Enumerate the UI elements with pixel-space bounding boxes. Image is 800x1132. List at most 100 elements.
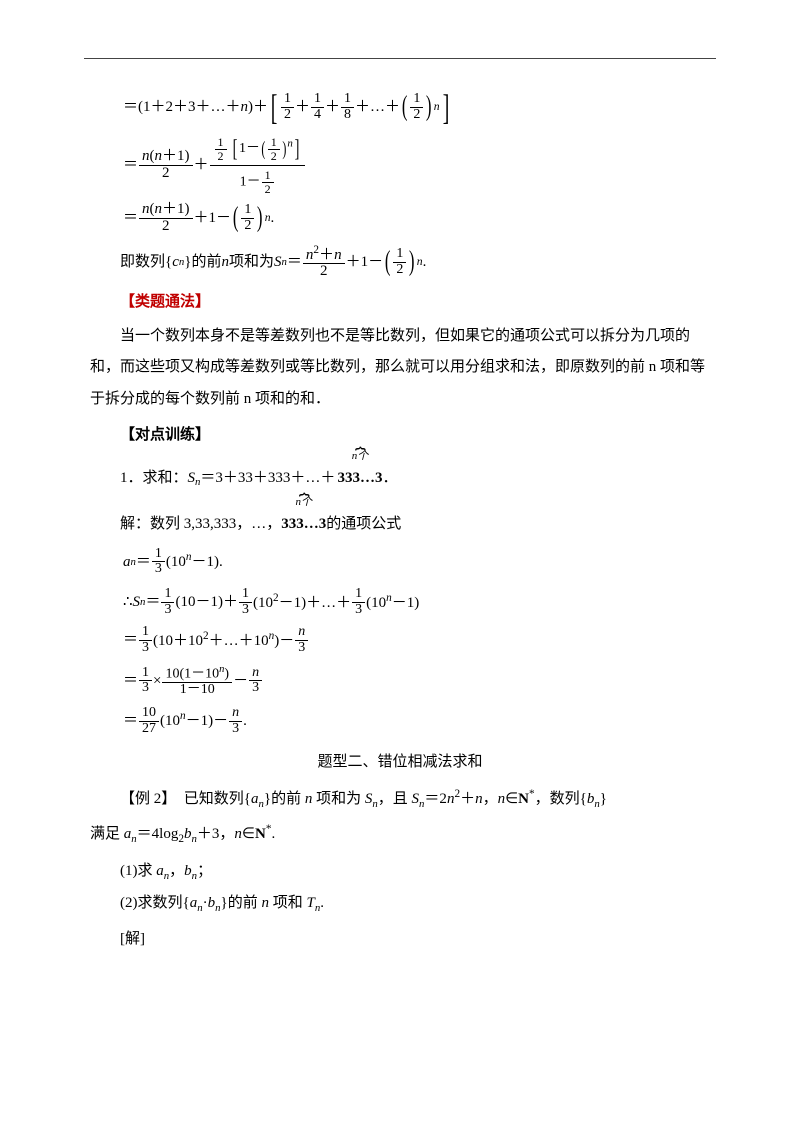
sn1-f3: 13 bbox=[352, 587, 365, 617]
equation-3: ＝ n(n＋1) 2 ＋1－ ( 12 )n. bbox=[90, 202, 710, 235]
eq4-S: S bbox=[274, 248, 282, 277]
sn1-t1: (10－1)＋ bbox=[175, 588, 238, 617]
sn1-t3: (10n－1) bbox=[366, 588, 419, 618]
overbrace-2: n个 ⏞ 333…3 bbox=[281, 510, 326, 539]
sn4-eq: ＝ bbox=[123, 707, 138, 736]
ex2q2-T: T bbox=[306, 895, 314, 911]
ex2q2-mid: }的前 bbox=[221, 895, 262, 911]
section-2-title: 题型二、错位相减法求和 bbox=[90, 748, 710, 777]
ex2b-plus: ＋3， bbox=[197, 826, 235, 842]
sn4-body: (10n－1)－ bbox=[160, 706, 228, 736]
example-2: 【例 2】 已知数列{an}的前 n 项和为 Sn，且 Sn＝2n2＋n，n∈N… bbox=[90, 783, 710, 816]
sn4-f2: n3 bbox=[229, 706, 242, 736]
sol-prefix: 解：数列 3,33,333，…， bbox=[120, 510, 281, 539]
eq4-frac1: n2＋n 2 bbox=[303, 245, 345, 281]
ex2-in: ∈ bbox=[505, 791, 518, 807]
eq4-c: c bbox=[172, 248, 179, 277]
eq1-n: n bbox=[241, 93, 249, 122]
answer-label: [解] bbox=[90, 925, 710, 954]
method-title: 【类题通法】 bbox=[90, 288, 710, 317]
frac-quarter: 14 bbox=[311, 92, 324, 122]
solution-line: 解：数列 3,33,333，…， n个 ⏞ 333…3 的通项公式 bbox=[90, 510, 710, 539]
eq2-lead: ＝ bbox=[123, 151, 138, 180]
ex2-q2: (2)求数列{an·bn}的前 n 项和 Tn. bbox=[90, 889, 710, 919]
sn3-f3: n3 bbox=[249, 666, 262, 696]
ex2b-n: n bbox=[234, 826, 242, 842]
frac-nn1-b: n(n＋1) 2 bbox=[139, 202, 193, 235]
question-1: 1．求和： Sn ＝3＋33＋333＋…＋ n个 ⏞ 333…3 ． bbox=[90, 464, 710, 493]
ex2-b6: } bbox=[600, 791, 607, 807]
an-line: an ＝ 13 (10n－1). bbox=[90, 547, 710, 577]
example-2b: 满足 an＝4log2bn＋3，n∈N*. bbox=[90, 819, 710, 850]
sn1-pre: ∴ bbox=[123, 588, 133, 617]
sn2-body: (10＋102＋…＋10n)－ bbox=[153, 626, 294, 656]
sn3-minus: － bbox=[233, 667, 248, 696]
eq4-frac2: 12 bbox=[393, 247, 406, 277]
sn2-f2: n3 bbox=[295, 625, 308, 655]
sol-suffix: 的通项公式 bbox=[326, 510, 401, 539]
eq1-paren: )＋ bbox=[248, 93, 268, 122]
ex2q1-mid: ， bbox=[169, 863, 184, 879]
q1-label: 1．求和： bbox=[120, 464, 188, 493]
eq3-dot: . bbox=[271, 204, 275, 233]
ex2-b5: ，数列{ bbox=[535, 791, 587, 807]
ex2-b4: ，且 bbox=[378, 791, 412, 807]
sn2-f1: 13 bbox=[139, 625, 152, 655]
sn-line-2: ＝ 13 (10＋102＋…＋10n)－ n3 bbox=[90, 625, 710, 655]
sn1-S: S bbox=[133, 588, 141, 617]
sn1-f1: 13 bbox=[161, 587, 174, 617]
sn2-eq: ＝ bbox=[123, 626, 138, 655]
ex2q1-a: a bbox=[156, 863, 164, 879]
an-frac: 13 bbox=[152, 547, 165, 577]
exp-n: n bbox=[434, 96, 440, 118]
overbrace-1: n个 ⏞ 333…3 bbox=[337, 464, 382, 493]
eq2-plus: ＋ bbox=[194, 151, 209, 180]
ex2q1-b: b bbox=[184, 863, 192, 879]
ex2b-eq: ＝4log bbox=[137, 826, 179, 842]
ex2q2-end: 项和 bbox=[269, 895, 307, 911]
frac-half-1: 12 bbox=[281, 92, 294, 122]
eq4-mid: }的前 bbox=[184, 248, 221, 277]
ex2q1-pre: (1)求 bbox=[120, 863, 156, 879]
ex2-b3: 项和为 bbox=[312, 791, 365, 807]
sn4-dot: . bbox=[243, 707, 247, 736]
eq4-eq: ＝ bbox=[287, 248, 302, 277]
sn-line-3: ＝ 13 × 10(1－10n) 1－10 － n3 bbox=[90, 664, 710, 698]
equation-2: ＝ n(n＋1) 2 ＋ 12 [1－(12)n] 1－12 bbox=[90, 133, 710, 198]
ex2-S2: S bbox=[412, 791, 420, 807]
ex2-label: 【例 2】 bbox=[120, 791, 169, 807]
sn4-f1: 1027 bbox=[139, 706, 159, 736]
method-body: 当一个数列本身不是等差数列也不是等比数列，但如果它的通项公式可以拆分为几项的和，… bbox=[90, 321, 710, 416]
bracket-left: [ bbox=[271, 89, 278, 125]
eq4-pre: 即数列{ bbox=[120, 248, 172, 277]
bracket-right: ] bbox=[442, 89, 449, 125]
sn3-f1: 13 bbox=[139, 666, 152, 696]
paren-r3: ) bbox=[257, 204, 263, 232]
ex2-comma: ， bbox=[483, 791, 498, 807]
q1-eq: ＝3＋33＋333＋…＋ bbox=[200, 464, 335, 493]
paren-l4: ( bbox=[385, 248, 391, 276]
ex2-N: N bbox=[518, 791, 529, 807]
eq4-n2: n bbox=[221, 248, 229, 277]
paren-l3: ( bbox=[233, 204, 239, 232]
ex2-eqS: ＝2 bbox=[424, 791, 447, 807]
sn1-f2: 13 bbox=[239, 587, 252, 617]
eq4-plus: ＋1－ bbox=[346, 248, 384, 277]
ex2-q1: (1)求 an，bn； bbox=[90, 857, 710, 887]
ex2-b2: }的前 bbox=[264, 791, 305, 807]
paren-r4: ) bbox=[409, 248, 415, 276]
ex2q2-b: b bbox=[208, 895, 216, 911]
frac-nn1: n(n＋1) 2 bbox=[139, 149, 193, 182]
ex2b-dot: . bbox=[271, 826, 275, 842]
ex2-n3: n bbox=[475, 791, 483, 807]
eq1-lhs: ＝(1＋2＋3＋…＋ bbox=[123, 93, 241, 122]
practice-title: 【对点训练】 bbox=[90, 421, 710, 450]
q1-S: S bbox=[188, 464, 196, 493]
q1-dot: ． bbox=[382, 464, 397, 493]
eq3-lead: ＝ bbox=[123, 204, 138, 233]
ex2q2-n: n bbox=[261, 895, 269, 911]
top-rule bbox=[84, 58, 716, 59]
sn1-t2: (102－1)＋…＋ bbox=[253, 588, 351, 618]
paren-right: ) bbox=[426, 93, 432, 121]
equation-4: 即数列{cn}的前 n 项和为 Sn＝ n2＋n 2 ＋1－ ( 12 )n. bbox=[90, 245, 710, 281]
